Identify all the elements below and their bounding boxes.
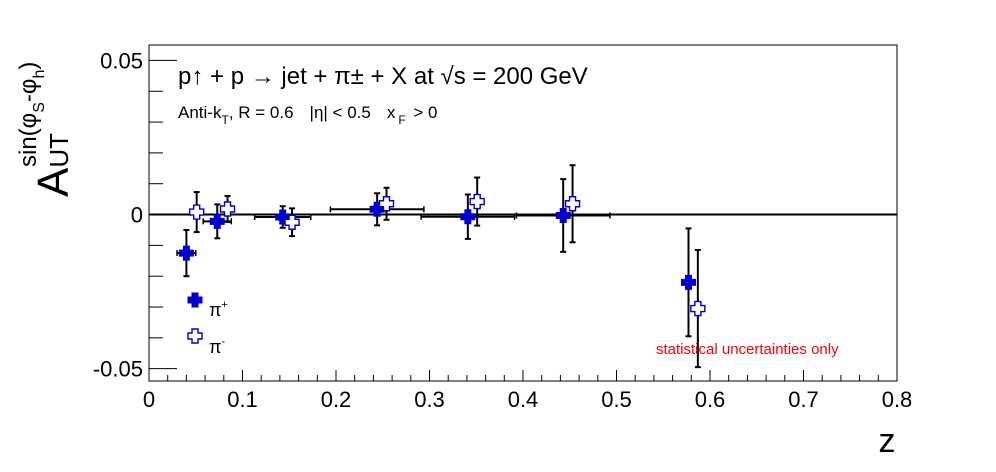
legend-label-pi-plus-main: π bbox=[209, 300, 221, 320]
y-axis-label-sup-s: S bbox=[31, 102, 48, 113]
legend-marker-shape-pi-plus bbox=[187, 292, 203, 308]
y-tick-label: 0.05 bbox=[100, 48, 143, 73]
subtitle-radius: , R = 0.6 bbox=[229, 103, 294, 122]
x-axis-label: z bbox=[879, 422, 896, 460]
annotation-text: statistical uncertainties only bbox=[656, 341, 839, 358]
marker-pi-plus bbox=[178, 245, 194, 261]
data-point-pi-minus bbox=[564, 164, 581, 244]
y-axis-label-sup-end: ) bbox=[15, 62, 42, 70]
x-tick-label: 0.5 bbox=[601, 387, 632, 412]
data-point-pi-plus bbox=[680, 227, 696, 338]
marker-pi-minus bbox=[564, 196, 581, 212]
data-point-pi-minus bbox=[188, 191, 205, 234]
x-tick-label: 0.8 bbox=[882, 387, 913, 412]
marker-pi-minus bbox=[378, 196, 395, 212]
y-axis-ticks bbox=[149, 59, 177, 370]
marker-pi-plus bbox=[680, 274, 696, 290]
legend-label-pi-minus-main: π bbox=[209, 337, 221, 357]
marker-pi-minus bbox=[284, 214, 300, 230]
subtitle-eta-cut: |η| < 0.5 bbox=[310, 103, 371, 122]
marker-pi-plus bbox=[209, 213, 225, 229]
marker-pi-minus bbox=[188, 204, 205, 220]
subtitle-xf-cut: > 0 bbox=[409, 103, 438, 122]
svg-text:sin(φS-φh): sin(φS-φh) bbox=[15, 62, 48, 167]
subtitle-xf-label: x bbox=[387, 103, 396, 122]
y-axis-label-sup: sin(φ bbox=[15, 113, 42, 167]
x-axis-ticks bbox=[148, 370, 898, 381]
y-axis-label-sub: UT bbox=[44, 133, 74, 168]
data-point-pi-minus bbox=[284, 207, 300, 238]
plot-frame bbox=[148, 44, 898, 382]
x-tick-label: 0.6 bbox=[695, 387, 726, 412]
x-tick-label: 0.3 bbox=[414, 387, 445, 412]
legend-label-pi-minus: π- bbox=[209, 336, 225, 357]
y-axis-label-sup-mid: -φ bbox=[15, 79, 42, 103]
data-point-pi-plus bbox=[515, 178, 611, 253]
svg-text:AUT: AUT bbox=[29, 133, 78, 197]
y-tick-label: 0 bbox=[131, 203, 143, 228]
data-point-pi-minus bbox=[690, 248, 706, 369]
legend-marker-pi-minus bbox=[187, 328, 203, 344]
data-point-pi-plus bbox=[176, 228, 197, 278]
legend: π+ π- bbox=[187, 292, 228, 357]
legend-marker-shape-pi-minus bbox=[187, 328, 203, 344]
y-axis-label-sup-h: h bbox=[31, 70, 48, 79]
y-axis-label-main: A bbox=[29, 167, 78, 197]
y-tick-label: -0.05 bbox=[93, 357, 143, 382]
marker-pi-plus bbox=[460, 209, 476, 225]
subtitle-algo: Anti-k bbox=[178, 103, 222, 122]
marker-pi-minus bbox=[690, 300, 706, 317]
legend-label-pi-plus-sup: + bbox=[221, 299, 227, 311]
data-point-pi-plus bbox=[420, 193, 516, 240]
data-point-pi-plus bbox=[202, 203, 233, 240]
x-tick-label: 0 bbox=[143, 387, 155, 412]
legend-label-pi-minus-sup: - bbox=[221, 336, 225, 348]
subtitle-xf-sub: F bbox=[398, 113, 405, 127]
subtitle-algo-sub: T bbox=[221, 113, 229, 127]
data-point-pi-plus bbox=[253, 205, 312, 229]
marker-pi-minus bbox=[219, 201, 236, 217]
x-tick-label: 0.1 bbox=[227, 387, 258, 412]
data-point-pi-plus bbox=[329, 192, 425, 227]
chart-title: p↑ + p → jet + π± + X at √s = 200 GeV bbox=[178, 63, 588, 90]
marker-pi-minus bbox=[469, 193, 485, 210]
x-tick-label: 0.4 bbox=[508, 387, 539, 412]
y-axis-label: AUT sin(φS-φh) bbox=[15, 62, 78, 197]
chart-subtitle: Anti-kT, R = 0.6 |η| < 0.5 x F > 0 bbox=[178, 103, 438, 127]
data-point-pi-minus bbox=[219, 195, 236, 223]
legend-marker-pi-plus bbox=[187, 292, 203, 308]
series-layer bbox=[176, 164, 706, 369]
marker-pi-plus bbox=[555, 207, 571, 223]
x-tick-label: 0.2 bbox=[321, 387, 352, 412]
legend-label-pi-plus: π+ bbox=[209, 299, 228, 320]
data-point-pi-minus bbox=[378, 186, 395, 221]
data-point-pi-minus bbox=[469, 176, 485, 227]
x-tick-label: 0.7 bbox=[788, 387, 819, 412]
